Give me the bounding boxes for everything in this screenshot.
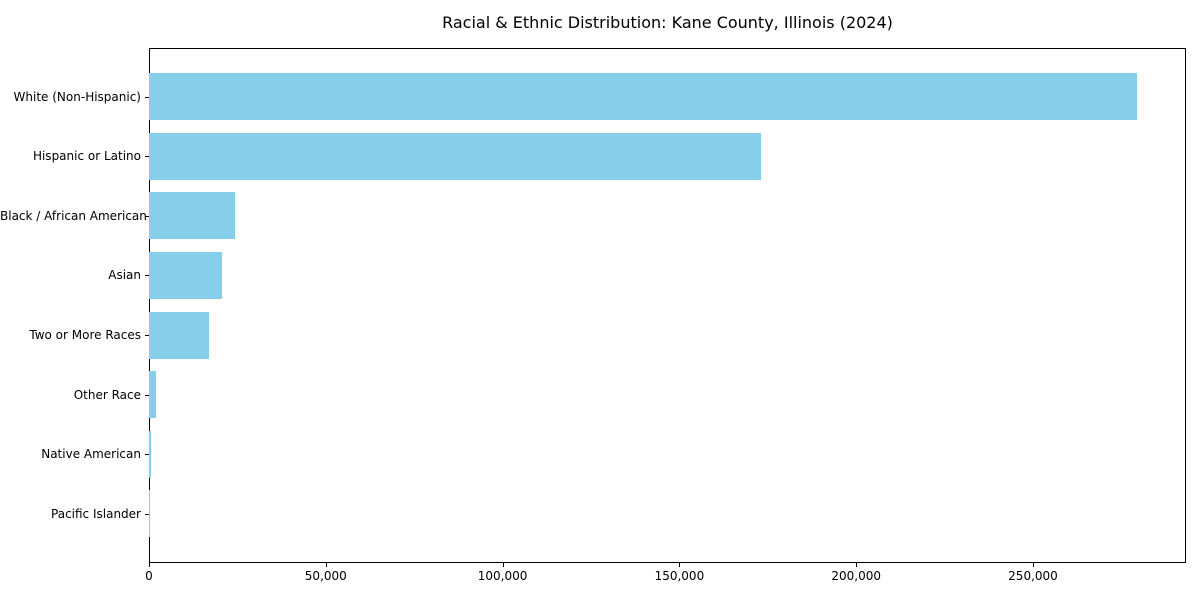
x-axis-tick bbox=[502, 563, 504, 567]
bar-hispanic-or-latino bbox=[149, 132, 761, 180]
bar-native-american bbox=[149, 430, 151, 478]
y-axis-tick bbox=[145, 96, 149, 98]
chart-title: Racial & Ethnic Distribution: Kane Count… bbox=[442, 13, 893, 32]
bar-asian bbox=[149, 251, 223, 299]
y-axis-label-hispanic-or-latino: Hispanic or Latino bbox=[32, 149, 141, 164]
x-tick-label-250-000: 250,000 bbox=[1008, 569, 1058, 583]
x-axis-tick bbox=[325, 563, 327, 567]
y-axis-label-native-american: Native American bbox=[41, 447, 141, 462]
x-tick-label-150-000: 150,000 bbox=[654, 569, 705, 583]
bar-two-or-more-races bbox=[149, 311, 210, 359]
bar-black-african-american bbox=[149, 192, 236, 240]
y-axis-tick bbox=[145, 215, 149, 217]
y-axis-label-pacific-islander: Pacific Islander bbox=[51, 506, 141, 521]
y-axis-tick bbox=[145, 156, 149, 158]
y-axis-label-two-or-more-races: Two or More Races bbox=[29, 328, 141, 343]
x-tick-label-0: 0 bbox=[145, 569, 153, 583]
bar-other-race bbox=[149, 371, 157, 419]
y-axis-label-other-race: Other Race bbox=[73, 387, 141, 402]
x-axis-tick bbox=[679, 563, 681, 567]
y-axis-label-black-african-american: Black / African American bbox=[0, 208, 147, 223]
bar-pacific-islander bbox=[149, 490, 150, 538]
plot-area bbox=[149, 48, 1186, 563]
y-axis-label-asian: Asian bbox=[108, 268, 141, 283]
y-axis-tick bbox=[145, 394, 149, 396]
y-axis-label-white-non-hispanic: White (Non-Hispanic) bbox=[13, 89, 141, 104]
y-axis-tick bbox=[145, 513, 149, 515]
y-axis-tick bbox=[145, 454, 149, 456]
x-tick-label-200-000: 200,000 bbox=[831, 569, 881, 583]
y-axis-tick bbox=[145, 335, 149, 337]
x-tick-label-50-000: 50,000 bbox=[304, 569, 347, 583]
x-axis-tick bbox=[856, 563, 858, 567]
x-axis-tick bbox=[1032, 563, 1034, 567]
x-tick-label-100-000: 100,000 bbox=[477, 569, 528, 583]
y-axis-tick bbox=[145, 275, 149, 277]
x-axis-tick bbox=[149, 563, 150, 567]
bar-white-non-hispanic bbox=[149, 73, 1137, 120]
